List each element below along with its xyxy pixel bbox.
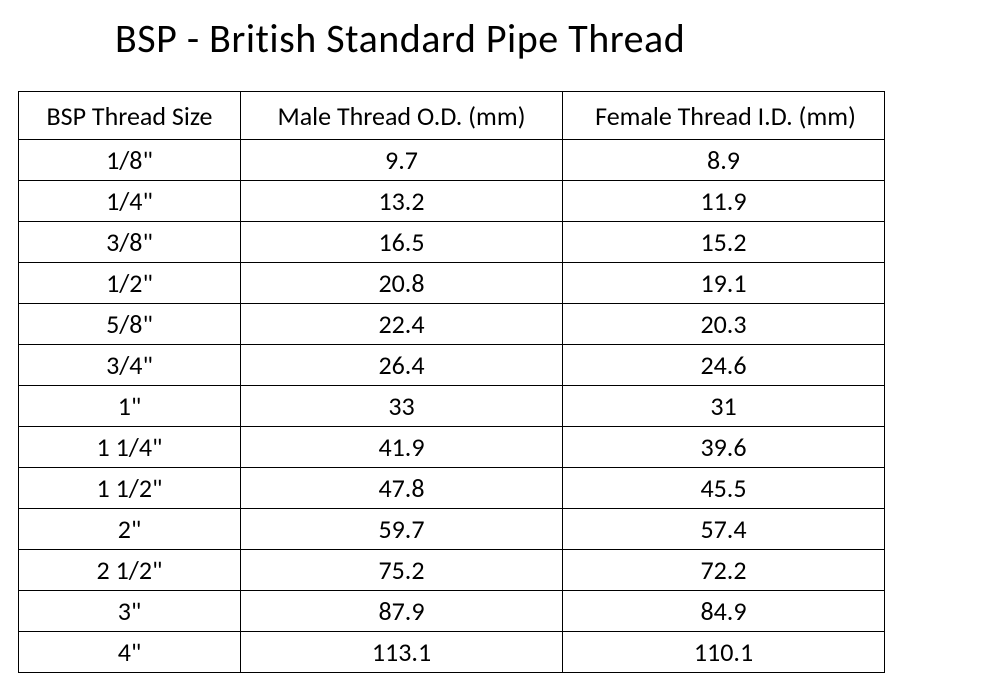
table-row: 3/8" 16.5 15.2 (19, 222, 885, 263)
cell-male: 20.8 (241, 263, 563, 304)
cell-female: 19.1 (563, 263, 885, 304)
cell-size: 1/4" (19, 181, 241, 222)
cell-male: 33 (241, 386, 563, 427)
table-row: 1 1/2" 47.8 45.5 (19, 468, 885, 509)
cell-size: 5/8" (19, 304, 241, 345)
cell-male: 75.2 (241, 550, 563, 591)
cell-female: 15.2 (563, 222, 885, 263)
cell-size: 4" (19, 632, 241, 673)
cell-male: 87.9 (241, 591, 563, 632)
cell-male: 59.7 (241, 509, 563, 550)
table-row: 3" 87.9 84.9 (19, 591, 885, 632)
table-row: 1 1/4" 41.9 39.6 (19, 427, 885, 468)
cell-female: 84.9 (563, 591, 885, 632)
cell-male: 9.7 (241, 140, 563, 181)
cell-size: 2" (19, 509, 241, 550)
cell-male: 47.8 (241, 468, 563, 509)
page-title: BSP - British Standard Pipe Thread (115, 14, 984, 63)
table-row: 1/8" 9.7 8.9 (19, 140, 885, 181)
table-row: 2 1/2" 75.2 72.2 (19, 550, 885, 591)
cell-size: 1 1/4" (19, 427, 241, 468)
cell-male: 113.1 (241, 632, 563, 673)
bsp-thread-table: BSP Thread Size Male Thread O.D. (mm) Fe… (18, 91, 885, 673)
cell-size: 1/2" (19, 263, 241, 304)
cell-female: 110.1 (563, 632, 885, 673)
cell-male: 26.4 (241, 345, 563, 386)
table-row: 1/2" 20.8 19.1 (19, 263, 885, 304)
cell-female: 11.9 (563, 181, 885, 222)
table-row: 4" 113.1 110.1 (19, 632, 885, 673)
cell-male: 22.4 (241, 304, 563, 345)
column-header-female: Female Thread I.D. (mm) (563, 92, 885, 140)
cell-female: 57.4 (563, 509, 885, 550)
table-row: 3/4" 26.4 24.6 (19, 345, 885, 386)
cell-female: 20.3 (563, 304, 885, 345)
column-header-size: BSP Thread Size (19, 92, 241, 140)
cell-size: 1 1/2" (19, 468, 241, 509)
cell-female: 24.6 (563, 345, 885, 386)
cell-female: 45.5 (563, 468, 885, 509)
cell-size: 3/8" (19, 222, 241, 263)
cell-female: 72.2 (563, 550, 885, 591)
cell-size: 3" (19, 591, 241, 632)
cell-female: 39.6 (563, 427, 885, 468)
table-header-row: BSP Thread Size Male Thread O.D. (mm) Fe… (19, 92, 885, 140)
cell-size: 2 1/2" (19, 550, 241, 591)
cell-size: 3/4" (19, 345, 241, 386)
cell-female: 8.9 (563, 140, 885, 181)
table-row: 2" 59.7 57.4 (19, 509, 885, 550)
cell-male: 16.5 (241, 222, 563, 263)
cell-female: 31 (563, 386, 885, 427)
table-row: 5/8" 22.4 20.3 (19, 304, 885, 345)
column-header-male: Male Thread O.D. (mm) (241, 92, 563, 140)
cell-male: 41.9 (241, 427, 563, 468)
table-row: 1" 33 31 (19, 386, 885, 427)
cell-male: 13.2 (241, 181, 563, 222)
cell-size: 1" (19, 386, 241, 427)
cell-size: 1/8" (19, 140, 241, 181)
table-row: 1/4" 13.2 11.9 (19, 181, 885, 222)
